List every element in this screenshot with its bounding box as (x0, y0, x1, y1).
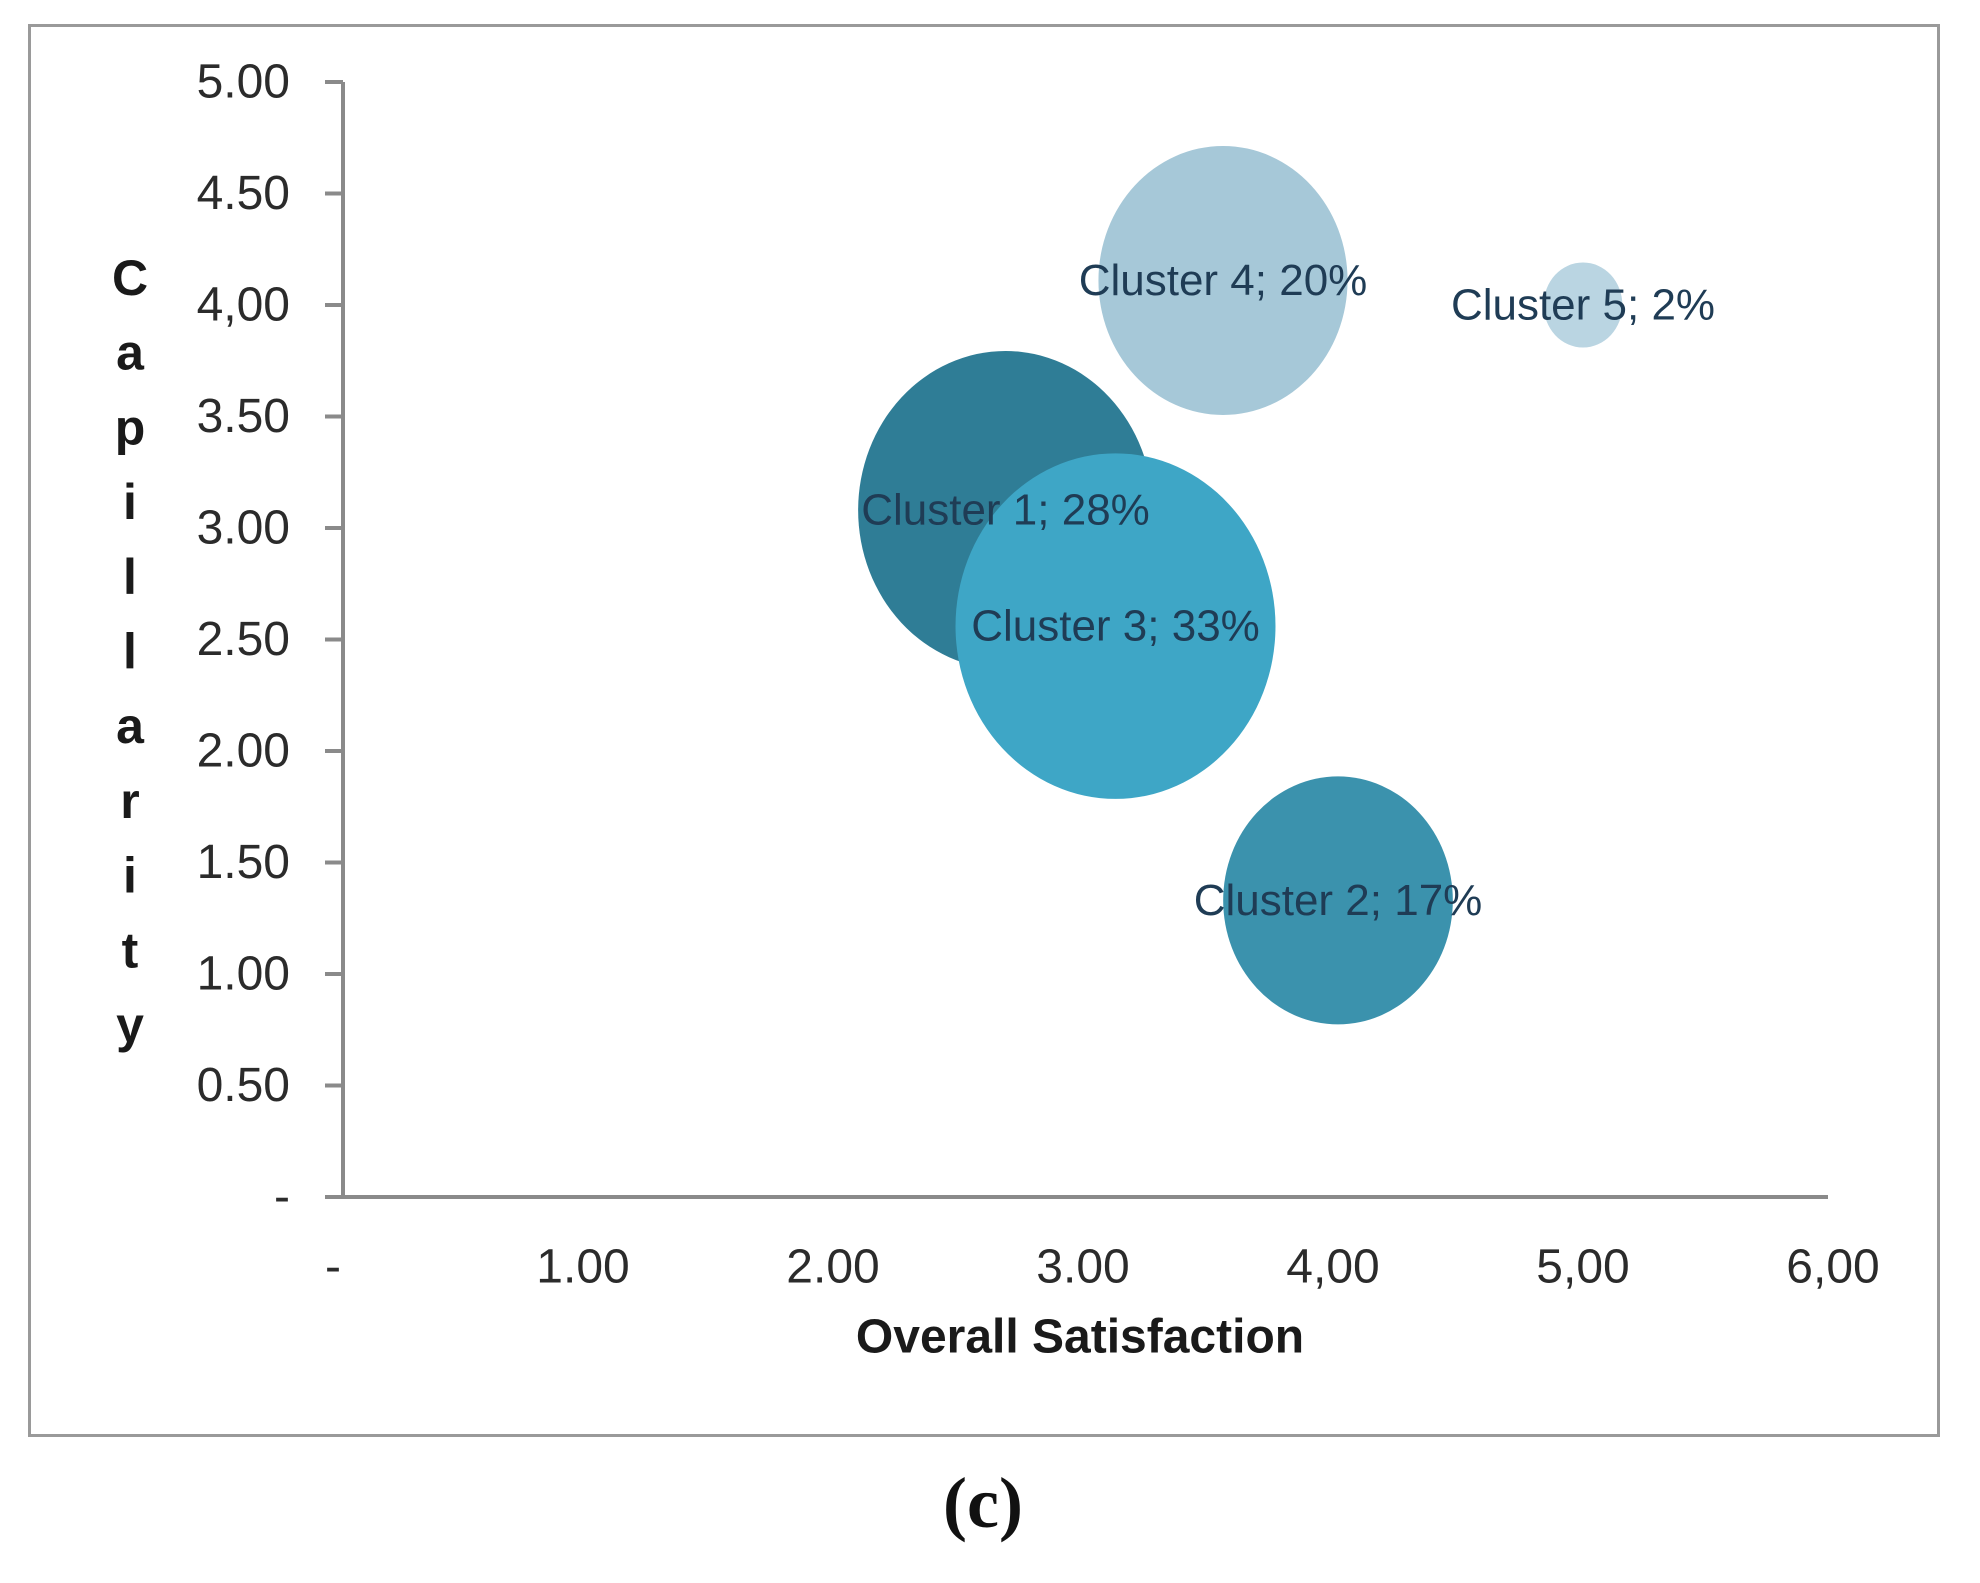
y-tick-label: 2.00 (197, 725, 290, 778)
y-tick-label: 3.50 (197, 390, 290, 443)
bubble-cluster-3 (955, 453, 1276, 799)
y-axis-title-letter: i (123, 474, 137, 530)
y-axis-title-letter: t (122, 922, 139, 978)
y-axis-title-letter: a (116, 325, 145, 381)
y-tick-label: 5.00 (197, 56, 290, 109)
y-tick-label: - (274, 1171, 290, 1224)
bubble-cluster-2 (1223, 776, 1453, 1025)
figure-caption: (c) (943, 1463, 1023, 1543)
x-tick-label: 5,00 (1536, 1241, 1629, 1294)
y-tick-label: 4.50 (197, 167, 290, 220)
bubble-cluster-5 (1543, 262, 1623, 348)
x-tick-label: 4,00 (1286, 1241, 1379, 1294)
y-axis-title-letter: r (120, 773, 139, 829)
y-axis-title-letter: p (115, 399, 146, 455)
y-tick-label: 3.00 (197, 502, 290, 555)
x-tick-label: - (325, 1241, 341, 1294)
x-tick-label: 1.00 (536, 1241, 629, 1294)
y-axis-title-letter: l (123, 624, 137, 680)
y-axis-title-letter: C (112, 250, 148, 306)
y-tick-label: 1.50 (197, 836, 290, 889)
x-tick-label: 2.00 (786, 1241, 879, 1294)
bubble-label-cluster-2: Cluster 2; 17% (1194, 876, 1483, 925)
y-tick-label: 0.50 (197, 1059, 290, 1112)
x-tick-label: 3.00 (1036, 1241, 1129, 1294)
y-tick-label: 4,00 (197, 279, 290, 332)
figure-frame (28, 24, 1940, 1437)
bubble-label-cluster-5: Cluster 5; 2% (1451, 281, 1715, 330)
y-axis-title-letter: i (123, 848, 137, 904)
bubble-label-cluster-3: Cluster 3; 33% (971, 602, 1260, 651)
x-axis-title: Overall Satisfaction (856, 1311, 1304, 1364)
bubble-cluster-4 (1098, 145, 1348, 415)
y-axis-title-letter: l (123, 549, 137, 605)
y-axis-title-letter: y (116, 997, 144, 1053)
y-tick-label: 2.50 (197, 613, 290, 666)
bubble-label-cluster-4: Cluster 4; 20% (1079, 256, 1368, 305)
x-tick-label: 6,00 (1786, 1241, 1879, 1294)
y-axis-title-letter: a (116, 698, 145, 754)
bubble-label-cluster-1: Cluster 1; 28% (861, 486, 1150, 535)
y-tick-label: 1.00 (197, 948, 290, 1001)
